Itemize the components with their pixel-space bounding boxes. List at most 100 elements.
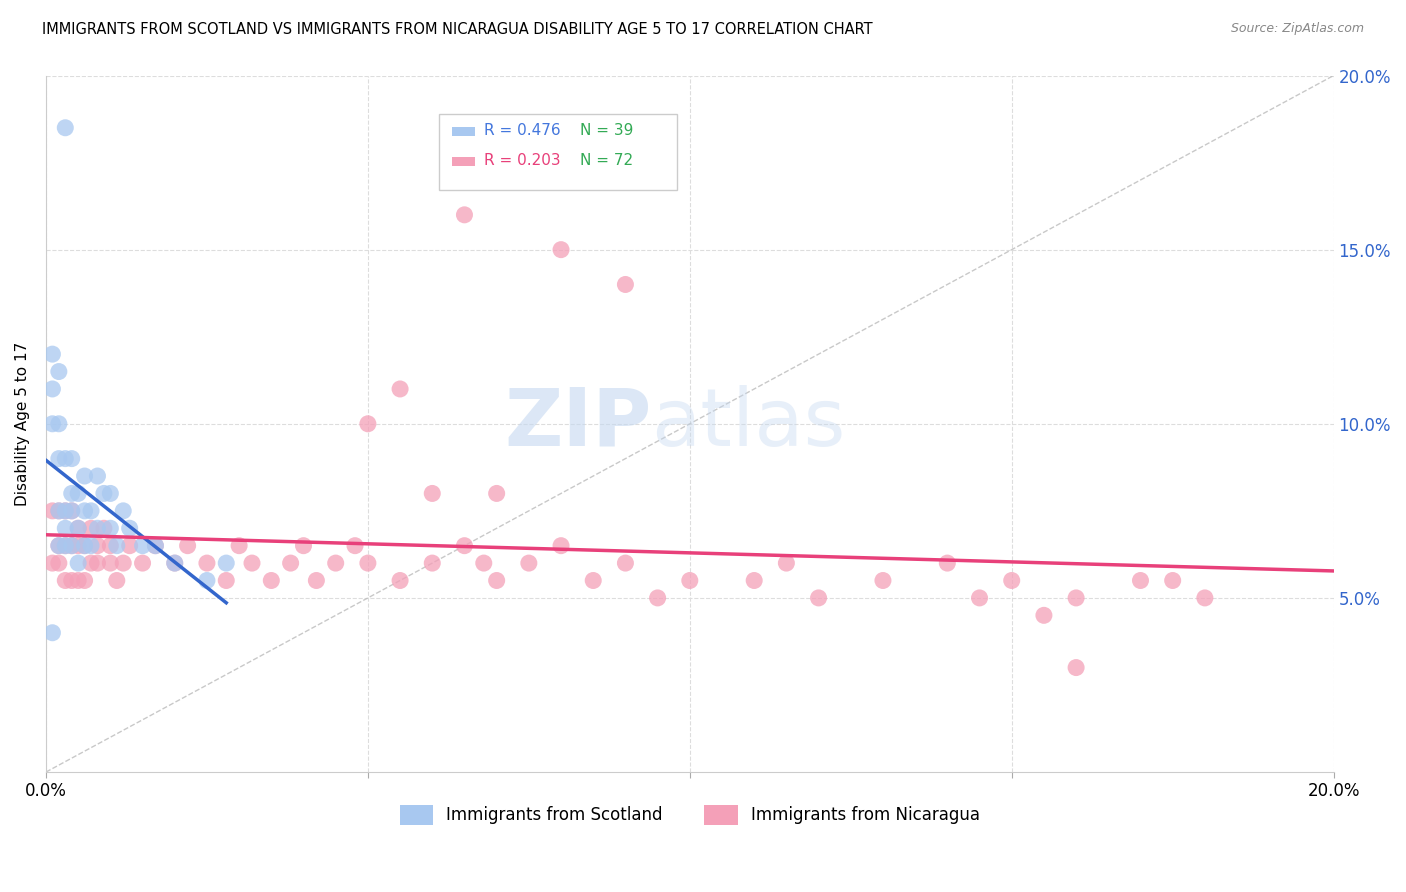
Point [1064,660,1087,674]
Point [389,382,412,396]
Point [86,521,108,535]
FancyBboxPatch shape [439,114,676,191]
Point [98,539,121,553]
Point [73,469,96,483]
Point [305,574,328,588]
Point [48,451,70,466]
Point [60,504,83,518]
Point [176,539,198,553]
Point [60,451,83,466]
Point [98,521,121,535]
Point [48,365,70,379]
Point [485,486,508,500]
Point [93,486,115,500]
Point [292,539,315,553]
Point [48,504,70,518]
Legend: Immigrants from Scotland, Immigrants from Nicaragua: Immigrants from Scotland, Immigrants fro… [391,797,988,833]
Point [48,539,70,553]
Point [41,556,63,570]
Point [145,539,167,553]
Point [53,504,76,518]
Text: R = 0.203: R = 0.203 [484,153,561,168]
Point [145,539,167,553]
Point [60,486,83,500]
Point [582,574,605,588]
Point [112,504,135,518]
Point [53,120,76,135]
Text: atlas: atlas [651,384,845,463]
FancyBboxPatch shape [451,157,475,166]
Point [80,556,103,570]
Point [48,417,70,431]
Point [53,521,76,535]
Point [215,574,238,588]
Point [679,574,702,588]
Point [872,574,894,588]
Point [1001,574,1024,588]
Point [1032,608,1054,623]
Point [60,574,83,588]
FancyBboxPatch shape [451,127,475,136]
Point [73,504,96,518]
Point [41,417,63,431]
Point [67,521,90,535]
Point [86,469,108,483]
Point [453,208,475,222]
Text: N = 39: N = 39 [581,123,634,138]
Point [53,539,76,553]
Point [86,556,108,570]
Point [357,417,380,431]
Point [614,556,637,570]
Point [1064,591,1087,605]
Point [41,347,63,361]
Point [550,243,572,257]
Point [73,574,96,588]
Text: R = 0.476: R = 0.476 [484,123,561,138]
Point [485,574,508,588]
Point [969,591,991,605]
Point [80,504,103,518]
Point [517,556,540,570]
Point [53,504,76,518]
Point [98,556,121,570]
Point [614,277,637,292]
Point [343,539,366,553]
Point [936,556,959,570]
Point [67,574,90,588]
Point [60,539,83,553]
Point [280,556,302,570]
Point [48,504,70,518]
Text: ZIP: ZIP [503,384,651,463]
Point [550,539,572,553]
Point [807,591,830,605]
Point [98,486,121,500]
Point [453,539,475,553]
Point [1161,574,1184,588]
Text: IMMIGRANTS FROM SCOTLAND VS IMMIGRANTS FROM NICARAGUA DISABILITY AGE 5 TO 17 COR: IMMIGRANTS FROM SCOTLAND VS IMMIGRANTS F… [42,22,873,37]
Point [80,539,103,553]
Point [389,574,412,588]
Point [41,625,63,640]
Text: N = 72: N = 72 [581,153,634,168]
Point [67,556,90,570]
Point [195,556,218,570]
Point [53,574,76,588]
Point [163,556,186,570]
Point [118,539,141,553]
Point [67,539,90,553]
Point [73,539,96,553]
Point [80,521,103,535]
Point [73,539,96,553]
Point [86,539,108,553]
Point [240,556,263,570]
Point [195,574,218,588]
Point [420,486,443,500]
Point [131,539,153,553]
Point [60,539,83,553]
Y-axis label: Disability Age 5 to 17: Disability Age 5 to 17 [15,342,30,506]
Point [325,556,347,570]
Point [105,539,128,553]
Point [105,574,128,588]
Point [67,521,90,535]
Text: Source: ZipAtlas.com: Source: ZipAtlas.com [1230,22,1364,36]
